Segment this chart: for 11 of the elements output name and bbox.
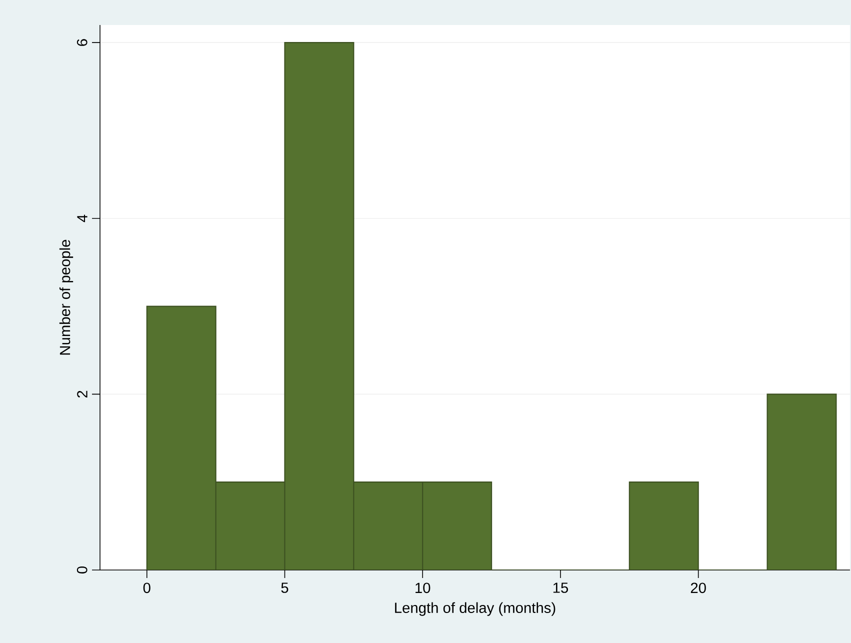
y-tick-label: 0 <box>76 566 88 574</box>
y-tick-label: 6 <box>76 39 88 46</box>
y-tick-label: 2 <box>77 390 88 398</box>
x-tick-label: 0 <box>143 582 150 594</box>
x-tick-label: 15 <box>553 582 568 593</box>
y-axis-title: Number of people <box>59 240 74 355</box>
x-tick-label: 5 <box>281 582 288 593</box>
x-tick-label: 10 <box>416 582 430 594</box>
x-tick-label: 20 <box>690 582 706 594</box>
y-tick-label: 4 <box>77 214 88 222</box>
x-axis-title: Length of delay (months) <box>395 602 556 616</box>
